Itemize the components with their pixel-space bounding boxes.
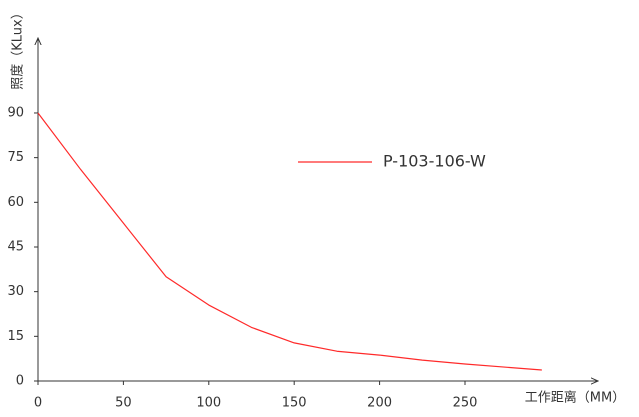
data-line [37, 112, 542, 371]
y-tick-label: 45 [7, 239, 24, 254]
x-tick-label: 100 [196, 396, 221, 411]
x-axis-label: 工作距离（MM） [525, 390, 625, 406]
x-tick-label: 200 [367, 396, 392, 411]
x-tick-label: 50 [115, 396, 132, 411]
x-tick-label: 0 [34, 396, 42, 411]
y-tick-label: 30 [7, 284, 24, 299]
y-axis-label: 照度（KLux） [10, 6, 26, 89]
y-tick-label: 90 [7, 105, 24, 120]
x-tick-label: 150 [282, 396, 307, 411]
y-tick-label: 0 [16, 374, 24, 389]
y-tick-label: 15 [7, 329, 24, 344]
x-tick-label: 250 [453, 396, 478, 411]
y-tick-label: 60 [7, 195, 24, 210]
y-tick-label: 75 [7, 150, 24, 165]
legend-label: P-103-106-W [383, 152, 486, 171]
